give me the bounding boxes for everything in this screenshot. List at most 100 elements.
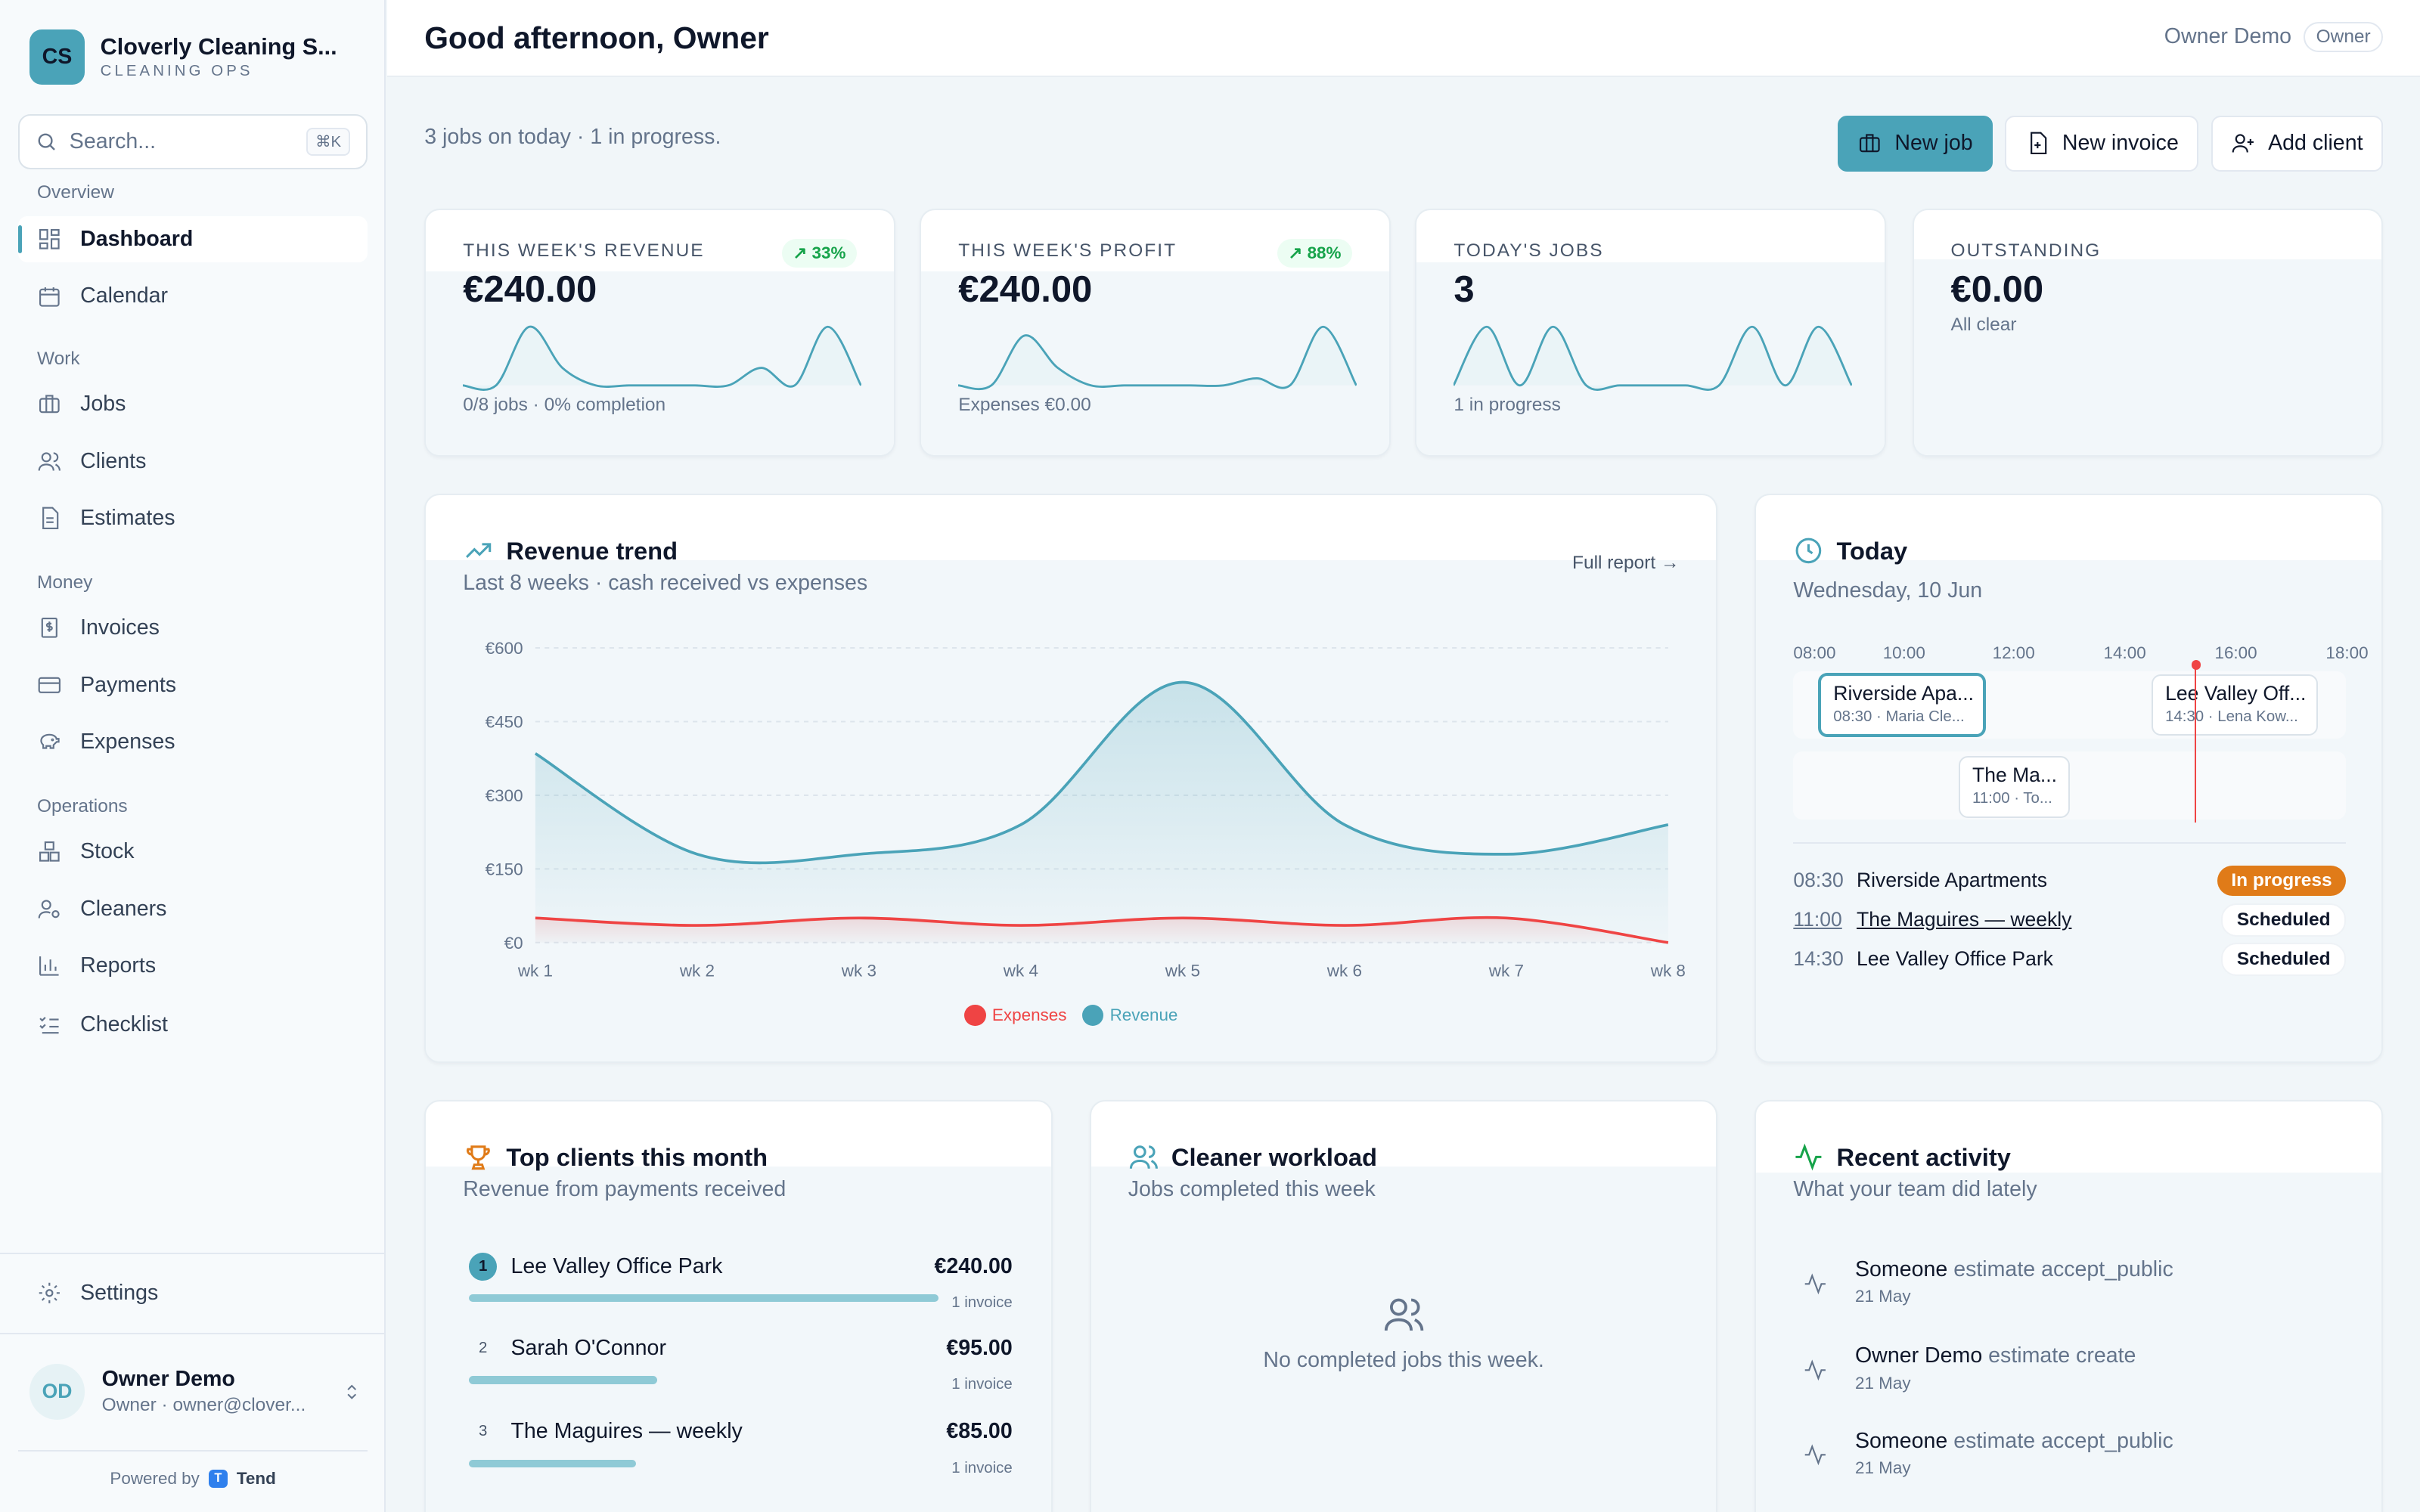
brand-name: Cloverly Cleaning S... <box>100 34 337 60</box>
calendar-icon <box>37 284 62 309</box>
legend-expenses[interactable]: Expenses <box>964 1004 1067 1027</box>
tend-logo: T <box>209 1469 228 1489</box>
sidebar-item-reports[interactable]: Reports <box>18 943 367 989</box>
status-badge: In progress <box>2217 865 2346 896</box>
add-client-label: Add client <box>2268 131 2363 156</box>
sidebar-item-label: Settings <box>80 1280 159 1305</box>
search-input[interactable]: Search... ⌘K <box>18 114 368 170</box>
sidebar-item-label: Dashboard <box>80 226 194 251</box>
card-title: Today <box>1793 535 1907 566</box>
now-indicator-line <box>2194 665 2196 823</box>
brand[interactable]: CS Cloverly Cleaning S... CLEANING OPS <box>29 29 337 85</box>
client-revenue-bar <box>469 1376 657 1384</box>
card-title-text: Recent activity <box>1836 1142 2011 1171</box>
job-block-title: Riverside Apa... <box>1833 681 1974 705</box>
job-block-sub: 08:30 · Maria Cle... <box>1833 708 1965 725</box>
user-menu[interactable]: OD Owner Demo Owner · owner@clover... <box>29 1364 361 1420</box>
hour-label: 14:00 <box>2103 643 2146 662</box>
stat-foot: Expenses €0.00 <box>958 395 1091 416</box>
sidebar-item-payments[interactable]: Payments <box>18 662 367 708</box>
file-plus-icon <box>2030 132 2047 155</box>
job-block-title: Lee Valley Off... <box>2165 681 2307 705</box>
today-date: Wednesday, 10 Jun <box>1793 578 1983 603</box>
list-item[interactable]: Owner Demo estimate create 21 May <box>1803 1343 2136 1393</box>
timeline-job-block[interactable]: The Ma... 11:00 · To... <box>1958 755 2070 818</box>
sidebar-item-invoices[interactable]: Invoices <box>18 605 367 651</box>
timeline-job-block[interactable]: Lee Valley Off... 14:30 · Lena Kow... <box>2151 674 2319 736</box>
list-item[interactable]: 08:30 Riverside Apartments In progress <box>1793 861 2346 900</box>
top-user[interactable]: Owner Demo Owner <box>2164 21 2383 52</box>
stat-value: €240.00 <box>958 269 1093 311</box>
list-item[interactable]: 11:00 The Maguires — weekly Scheduled <box>1793 900 2346 940</box>
sidebar-item-stock[interactable]: Stock <box>18 829 367 875</box>
quick-actions: New job New invoice Add client <box>1837 116 2383 172</box>
sidebar-item-estimates[interactable]: Estimates <box>18 495 367 541</box>
sidebar-item-checklist[interactable]: Checklist <box>18 1001 367 1047</box>
avatar: OD <box>29 1364 85 1420</box>
new-invoice-button[interactable]: New invoice <box>2005 116 2199 172</box>
client-name: The Maguires — weekly <box>510 1419 743 1444</box>
list-item[interactable]: Someone estimate accept_public 21 May <box>1803 1429 2173 1478</box>
users-icon <box>1129 1145 1158 1169</box>
legend-label: Expenses <box>991 1005 1067 1024</box>
list-item[interactable]: Someone estimate accept_public 21 May <box>1803 1257 2173 1306</box>
list-item[interactable]: 3 The Maguires — weekly €85.00 1 invoice <box>469 1413 1013 1476</box>
legend-revenue[interactable]: Revenue <box>1081 1004 1177 1027</box>
activity-action: estimate create <box>1988 1343 2136 1368</box>
add-client-button[interactable]: Add client <box>2211 116 2383 172</box>
legend-dot <box>964 1004 986 1027</box>
timeline-job-block[interactable]: Riverside Apa... 08:30 · Maria Cle... <box>1817 672 1987 738</box>
list-item[interactable]: 14:30 Lee Valley Office Park Scheduled <box>1793 940 2346 979</box>
card-title: Top clients this month <box>463 1142 768 1173</box>
divider <box>0 1253 386 1255</box>
schedule-name[interactable]: The Maguires — weekly <box>1857 908 2072 931</box>
card-subtitle: What your team did lately <box>1793 1177 2037 1202</box>
sidebar-item-expenses[interactable]: Expenses <box>18 719 367 765</box>
divider <box>18 1450 368 1452</box>
revenue-area <box>535 682 1669 943</box>
list-item[interactable]: 2 Sarah O'Connor €95.00 1 invoice <box>469 1330 1013 1393</box>
stat-foot: 0/8 jobs · 0% completion <box>463 395 666 416</box>
search-icon <box>38 134 55 151</box>
sidebar-item-label: Invoices <box>80 615 160 640</box>
delta-badge: ↗ 88% <box>1277 239 1352 268</box>
status-badge: Scheduled <box>2221 903 2346 937</box>
card-title: Recent activity <box>1793 1142 2011 1173</box>
activity-action: estimate accept_public <box>1953 1257 2173 1282</box>
cleaner-workload-card: Cleaner workload Jobs completed this wee… <box>1089 1100 1718 1512</box>
sidebar-item-calendar[interactable]: Calendar <box>18 273 367 319</box>
tend-name: Tend <box>236 1468 276 1488</box>
card-tint <box>1913 259 2381 456</box>
rank-badge: 2 <box>479 1340 488 1357</box>
sidebar-item-settings[interactable]: Settings <box>18 1270 367 1316</box>
activity-date: 21 May <box>1854 1373 1911 1393</box>
brand-logo: CS <box>29 29 85 85</box>
sidebar-item-label: Cleaners <box>80 896 167 921</box>
sidebar-item-jobs[interactable]: Jobs <box>18 381 367 427</box>
chevrons-up-down-icon <box>347 1384 357 1399</box>
sidebar-item-dashboard[interactable]: Dashboard <box>18 215 368 262</box>
x-tick-label: wk 1 <box>517 962 553 981</box>
new-invoice-label: New invoice <box>2062 131 2179 156</box>
gear-icon <box>37 1281 62 1306</box>
client-revenue-bar <box>469 1294 939 1303</box>
sparkline-line <box>958 326 1357 391</box>
activity-date: 21 May <box>1854 1458 1911 1477</box>
x-tick-label: wk 3 <box>841 962 876 981</box>
new-job-button[interactable]: New job <box>1837 116 1993 172</box>
page-title: Good afternoon, Owner <box>424 20 769 55</box>
list-item[interactable]: 1 Lee Valley Office Park €240.00 1 invoi… <box>469 1248 1013 1311</box>
stat-label: THIS WEEK'S PROFIT <box>958 240 1177 262</box>
sidebar-item-clients[interactable]: Clients <box>18 438 367 485</box>
full-report-link[interactable]: Full report → <box>1572 552 1680 573</box>
today-card: Today Wednesday, 10 Jun 08:00 10:00 12:0… <box>1754 494 2383 1064</box>
client-amount: €240.00 <box>934 1253 1013 1278</box>
stat-foot: 1 in progress <box>1454 395 1561 416</box>
sidebar-item-cleaners[interactable]: Cleaners <box>18 885 367 931</box>
stat-card-profit: THIS WEEK'S PROFIT ↗ 88% €240.00 Expense… <box>920 208 1391 457</box>
stat-label: TODAY'S JOBS <box>1454 240 1604 262</box>
card-title-text: Cleaner workload <box>1171 1142 1377 1171</box>
card-tint <box>1091 1166 1717 1512</box>
powered-by: Powered by T Tend <box>0 1469 386 1489</box>
sidebar: CS Cloverly Cleaning S... CLEANING OPS S… <box>0 0 386 1512</box>
